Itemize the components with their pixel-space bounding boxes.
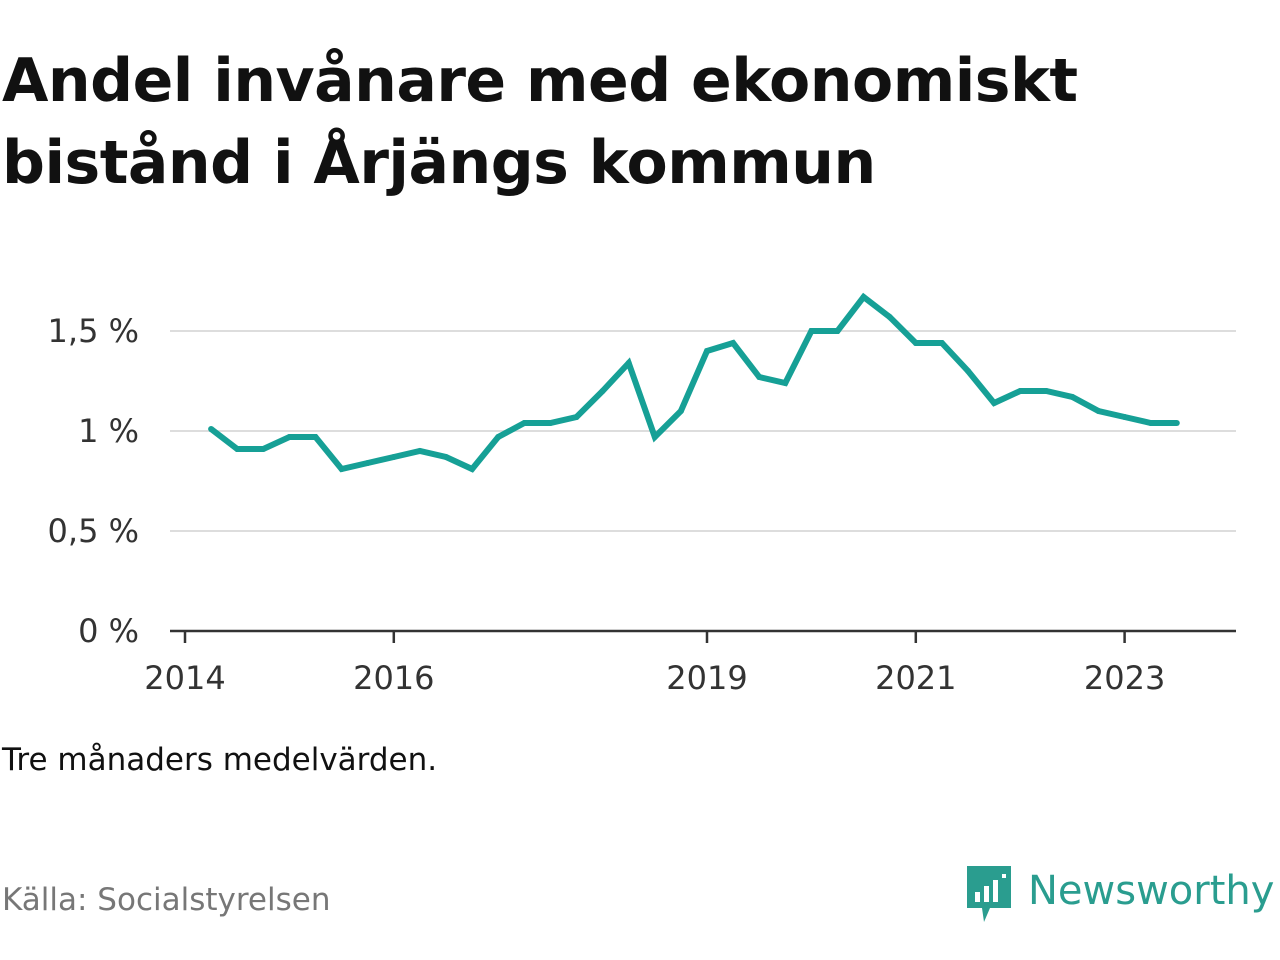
y-tick-label: 1 %: [78, 412, 139, 450]
x-tick-label: 2019: [666, 659, 747, 697]
data-point: [834, 328, 841, 334]
data-point: [1121, 414, 1128, 420]
brand-logo: Newsworthy: [964, 862, 1274, 928]
data-point: [495, 434, 502, 440]
data-point: [991, 400, 998, 406]
data-point: [521, 420, 528, 426]
data-point: [416, 448, 423, 454]
data-point: [260, 446, 267, 452]
chart-title: Andel invånare med ekonomiskt bistånd i …: [2, 46, 1078, 198]
data-point: [390, 454, 397, 460]
line-chart: 0 % 0,5 % 1 % 1,5 % 2014 2016 2019 2021 2023: [48, 292, 1236, 697]
data-point: [312, 434, 319, 440]
newsworthy-logo-icon: [967, 866, 1011, 922]
data-point: [651, 434, 658, 440]
x-tick-label: 2014: [144, 659, 225, 697]
data-point: [860, 294, 867, 300]
series-layer: [208, 292, 1180, 473]
x-tick-label: 2021: [875, 659, 956, 697]
data-point: [912, 340, 919, 346]
y-tick-label: 1,5 %: [48, 312, 139, 350]
data-point: [338, 466, 345, 472]
brand-name: Newsworthy: [1028, 868, 1275, 914]
data-point: [286, 434, 293, 440]
data-point: [1069, 394, 1076, 400]
data-point: [677, 408, 684, 414]
chart-note: Tre månaders medelvärden.: [2, 742, 438, 778]
y-tick-label: 0,5 %: [48, 512, 139, 550]
data-point: [938, 340, 945, 346]
series-line: [209, 292, 1177, 473]
data-point: [469, 466, 476, 472]
data-point: [704, 348, 710, 354]
axis-layer: 0 % 0,5 % 1 % 1,5 % 2014 2016 2019 2021 2023: [48, 312, 1236, 697]
data-point: [782, 380, 789, 386]
grid-layer: [170, 330, 1236, 532]
data-point: [364, 460, 371, 466]
data-point: [1043, 388, 1050, 394]
data-point: [443, 454, 449, 460]
x-tick-label: 2016: [353, 659, 434, 697]
data-point: [547, 420, 554, 426]
data-point: [625, 360, 632, 366]
data-point: [730, 340, 737, 346]
data-point: [808, 328, 815, 334]
data-point: [1017, 388, 1024, 394]
x-tick-label: 2023: [1084, 659, 1165, 697]
data-point: [1147, 420, 1154, 426]
data-point: [756, 374, 763, 380]
data-point: [573, 414, 580, 420]
y-tick-label: 0 %: [78, 612, 139, 650]
data-point: [1095, 408, 1102, 414]
data-point: [886, 314, 893, 320]
data-point: [1173, 420, 1180, 426]
data-point: [965, 368, 971, 374]
source-text: Källa: Socialstyrelsen: [2, 882, 331, 918]
data-point: [208, 426, 215, 432]
data-point: [599, 388, 606, 394]
data-point: [234, 446, 241, 452]
